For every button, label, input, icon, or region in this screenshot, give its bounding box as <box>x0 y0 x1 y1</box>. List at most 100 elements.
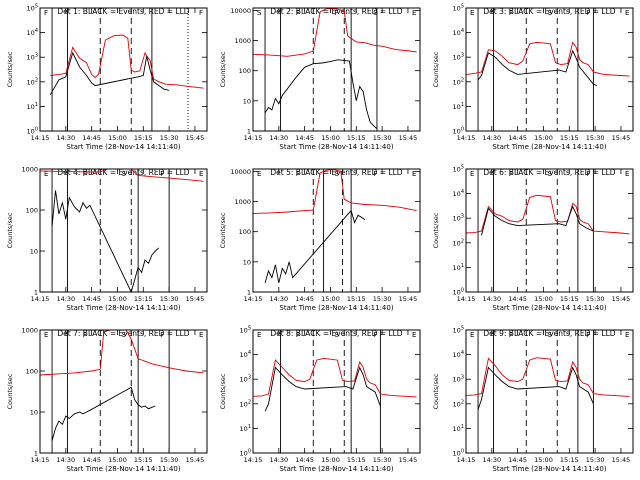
detector-panel-8: Det 8: BLACK = Events, RED = LLD Counts/s… <box>219 326 421 473</box>
x-tick-label: 14:30 <box>482 134 501 142</box>
x-tick-label: 14:30 <box>56 295 75 303</box>
marker-lines <box>51 8 189 131</box>
x-tick-label: 14:45 <box>295 134 314 142</box>
y-tick-label: 100 <box>239 67 251 75</box>
x-tick-label: 14:15 <box>31 456 50 464</box>
y-tick-label: 100 <box>240 449 251 458</box>
x-tick-label: 15:30 <box>373 295 392 303</box>
segment-letter: E <box>625 9 629 17</box>
x-axis-label: Start Time (28-Nov-14 14:11:40) <box>492 465 606 473</box>
plot-frame <box>39 329 208 454</box>
x-tick-label: 15:15 <box>134 134 153 142</box>
series-group <box>40 169 204 292</box>
y-axis-label: Counts/sec <box>219 373 227 409</box>
y-tick-label: 1 <box>34 289 38 297</box>
x-tick-label: 14:15 <box>31 295 50 303</box>
x-tick-label: 14:45 <box>508 456 527 464</box>
x-tick-label: 15:45 <box>186 134 205 142</box>
segment-letter: F <box>509 331 513 339</box>
events-series-line <box>481 205 594 236</box>
y-axis-label: Counts/sec <box>432 212 440 248</box>
events-series-line <box>264 209 366 284</box>
segment-letter: S <box>257 9 262 17</box>
y-tick-label: 1 <box>34 450 38 458</box>
x-tick-label: 15:45 <box>399 134 418 142</box>
y-tick-label: 105 <box>453 165 464 174</box>
events-series-line <box>264 366 381 412</box>
marker-lines <box>51 330 170 453</box>
panel-title: Det 6: BLACK = Events, RED = LLD <box>483 168 615 177</box>
y-tick-label: 105 <box>453 4 464 13</box>
series-group <box>40 330 204 441</box>
detector-panel-6: Det 6: BLACK = Events, RED = LLD Counts/s… <box>432 165 634 312</box>
x-tick-label: 15:45 <box>186 295 205 303</box>
segment-letter: S <box>548 9 553 17</box>
series-group <box>253 8 417 129</box>
y-tick-label: 1000 <box>21 166 38 174</box>
segment-letter: S <box>373 9 378 17</box>
plot-frame <box>39 7 208 132</box>
y-tick-label: 102 <box>240 399 251 408</box>
segment-letter: E <box>199 331 203 339</box>
y-tick-label: 101 <box>453 102 464 111</box>
y-tick-label: 104 <box>453 189 464 198</box>
y-tick-label: 104 <box>240 350 251 359</box>
y-tick-label: 1 <box>247 128 251 136</box>
y-axis-label: Counts/sec <box>219 212 227 248</box>
y-tick-label: 105 <box>453 326 464 335</box>
segment-letter: S <box>548 331 553 339</box>
segment-letter: E <box>470 331 474 339</box>
x-tick-label: 14:45 <box>508 134 527 142</box>
x-tick-label: 14:45 <box>82 456 101 464</box>
x-tick-label: 15:15 <box>347 456 366 464</box>
x-tick-label: 14:15 <box>457 295 476 303</box>
plot-frame <box>252 7 421 132</box>
segment-letter: F <box>199 9 203 17</box>
lld-series-line <box>466 194 630 235</box>
x-tick-label: 14:30 <box>482 295 501 303</box>
segment-letter: E <box>625 331 629 339</box>
series-group <box>253 169 417 284</box>
y-tick-label: 10 <box>243 258 251 266</box>
plot-frame <box>39 168 208 293</box>
segment-letter: F <box>83 331 87 339</box>
events-series-line <box>51 190 160 292</box>
detector-panel-2: Det 2: BLACK = Events, RED = LLD Counts/s… <box>219 7 421 151</box>
x-tick-label: 15:30 <box>586 295 605 303</box>
x-tick-label: 15:30 <box>586 134 605 142</box>
y-tick-label: 1000 <box>234 198 251 206</box>
x-tick-label: 14:30 <box>269 456 288 464</box>
panel-title: Det 7: BLACK = Events, RED = LLD <box>57 329 189 338</box>
lld-series-line <box>40 330 204 376</box>
y-tick-label: 104 <box>27 28 38 37</box>
plot-frame <box>465 329 634 454</box>
x-tick-label: 15:30 <box>373 134 392 142</box>
y-tick-label: 101 <box>453 424 464 433</box>
x-tick-label: 15:00 <box>534 295 553 303</box>
x-tick-label: 15:00 <box>321 295 340 303</box>
x-tick-label: 14:45 <box>508 295 527 303</box>
x-tick-label: 15:15 <box>560 295 579 303</box>
x-tick-label: 15:00 <box>108 134 127 142</box>
x-tick-label: 14:15 <box>457 134 476 142</box>
y-tick-label: 100 <box>239 228 251 236</box>
segment-letter: F <box>83 170 87 178</box>
panel-title: Det 5: BLACK = Events, RED = LLD <box>270 168 402 177</box>
segment-letter: F <box>296 9 300 17</box>
segment-letter: F <box>44 9 48 17</box>
detector-panel-7: Det 7: BLACK = Events, RED = LLD Counts/s… <box>6 327 208 473</box>
y-tick-label: 100 <box>453 288 464 297</box>
panel-title: Det 1: BLACK = Events, RED = LLD <box>57 7 189 16</box>
y-tick-label: 105 <box>27 4 38 13</box>
y-tick-label: 103 <box>240 375 251 384</box>
segment-letter: E <box>470 170 474 178</box>
x-axis-label: Start Time (28-Nov-14 14:11:40) <box>66 143 180 151</box>
segment-letter: E <box>470 9 474 17</box>
x-tick-label: 14:15 <box>31 134 50 142</box>
marker-lines <box>51 169 170 292</box>
y-tick-label: 100 <box>26 207 38 215</box>
segment-letter: F <box>586 170 590 178</box>
x-tick-label: 15:00 <box>108 295 127 303</box>
y-axis-label: Counts/sec <box>6 212 14 248</box>
y-tick-label: 10 <box>30 248 38 256</box>
